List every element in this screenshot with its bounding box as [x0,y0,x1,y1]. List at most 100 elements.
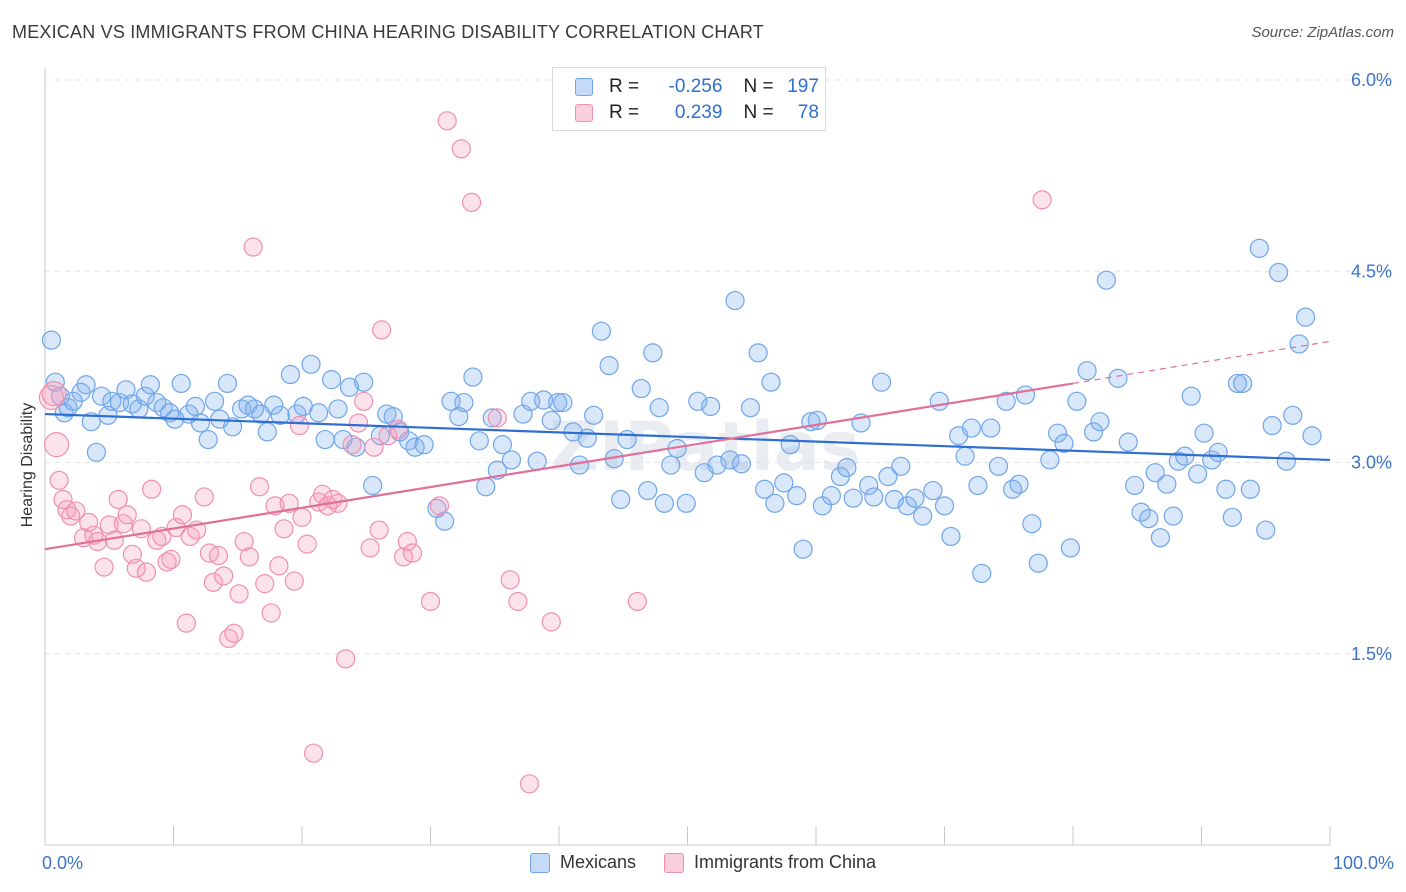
point-mexicans [198,429,218,450]
point-mexicans [765,493,785,513]
point-mexicans [217,373,238,394]
point-mexicans [264,395,284,415]
point-mexicans [1040,450,1060,470]
point-mexicans [787,486,807,506]
point-mexicans [638,480,658,501]
n-label: N = [743,102,774,123]
point-mexicans [1222,507,1242,527]
point-mexicans [643,343,663,363]
point-mexicans [1054,433,1074,453]
point-mexicans [577,428,597,448]
point-mexicans [309,403,329,423]
point-mexicans [1289,334,1309,354]
point-mexicans [482,408,502,428]
point-mexicans [1009,474,1029,494]
point-mexicans [454,392,474,413]
point-china [203,572,223,592]
point-china [354,391,374,411]
point-mexicans [1157,474,1177,494]
point-mexicans [774,473,794,493]
point-mexicans [913,506,933,526]
y-tick-label: 1.5% [1351,644,1392,664]
point-china [79,512,99,533]
point-china [284,571,304,591]
correlation-legend: R = -0.256 N = 197 R = 0.239 N = 78 [552,67,826,131]
point-mexicans [591,321,612,341]
point-china [61,506,81,526]
point-mexicans [339,377,360,397]
legend-label-mexicans: Mexicans [559,852,636,872]
point-china [41,381,67,407]
point-mexicans [81,412,101,432]
point-china [420,591,441,612]
point-mexicans [492,435,513,455]
n-value: 197 [787,76,819,97]
legend-swatch-blue [575,78,593,96]
point-mexicans [748,343,768,363]
x-tick-label-min: 0.0% [42,853,84,873]
legend-swatch-blue [529,852,550,873]
point-mexicans [140,375,160,395]
point-mexicans [654,493,674,513]
point-mexicans [981,418,1001,438]
point-mexicans [1262,415,1282,436]
point-mexicans [688,391,708,411]
point-mexicans [731,454,752,474]
point-mexicans [1295,307,1316,327]
point-mexicans [859,475,879,496]
point-china [99,515,119,535]
legend-row-mexicans: R = -0.256 N = 197 [575,75,819,99]
point-china [38,384,65,411]
point-china [161,549,181,570]
point-mexicans [988,456,1009,476]
point-china [239,547,259,567]
y-tick-label: 4.5% [1351,261,1392,281]
point-mexicans [780,435,800,455]
point-china [229,584,249,604]
point-mexicans [1216,479,1236,499]
x-tick-label-max: 100.0% [1332,853,1394,873]
point-mexicans [91,386,112,406]
point-mexicans [280,364,301,385]
point-china [292,507,312,527]
point-china [508,591,528,612]
point-mexicans [102,391,122,411]
point-mexicans [720,450,740,470]
point-mexicans [871,372,892,392]
point-mexicans [1150,528,1170,548]
point-mexicans [740,398,761,418]
point-mexicans [1168,451,1188,471]
point-mexicans [501,450,522,470]
point-china [224,623,244,643]
point-mexicans [905,488,925,508]
point-mexicans [1256,520,1276,540]
point-mexicans [707,455,727,475]
point-china [348,413,369,433]
point-mexicans [244,399,265,419]
point-mexicans [185,396,205,416]
point-china [364,437,384,457]
point-mexicans [1249,238,1269,258]
point-mexicans [435,511,455,531]
point-mexicans [469,431,489,451]
point-mexicans [631,378,651,399]
point-mexicans [135,386,155,406]
point-china [279,493,299,513]
point-mexicans [1163,506,1183,526]
point-china [243,237,263,257]
point-china [142,479,162,499]
point-mexicans [205,391,225,411]
point-mexicans [223,417,243,437]
point-mexicans [1139,508,1159,529]
point-mexicans [1118,432,1138,452]
point-mexicans [923,480,943,501]
point-china [94,557,114,577]
y-tick-label: 3.0% [1351,453,1392,473]
point-mexicans [527,451,547,471]
point-china [519,774,540,794]
point-china [487,408,507,428]
point-mexicans [878,466,898,487]
point-china [297,534,317,554]
point-mexicans [171,373,191,394]
